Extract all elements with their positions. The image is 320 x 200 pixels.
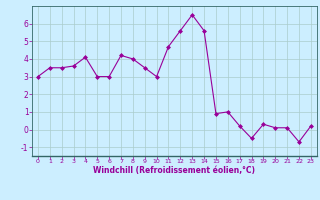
X-axis label: Windchill (Refroidissement éolien,°C): Windchill (Refroidissement éolien,°C) [93, 166, 255, 175]
